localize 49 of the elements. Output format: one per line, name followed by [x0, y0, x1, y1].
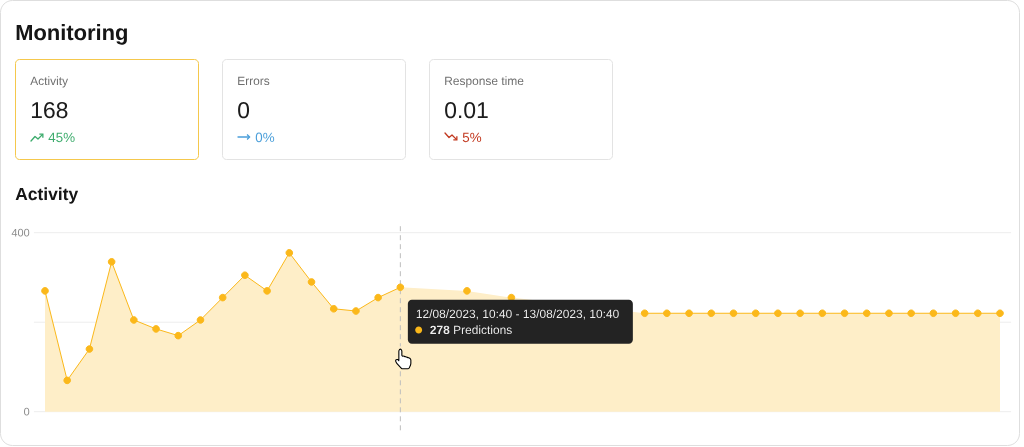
- point: [885, 309, 893, 318]
- text: 168: [31, 102, 68, 119]
- point: [907, 309, 915, 318]
- point: [352, 307, 360, 315]
- text: 0: [238, 102, 250, 119]
- point: [974, 309, 982, 318]
- point: [463, 287, 471, 295]
- point: [951, 309, 960, 318]
- annotation: 12/08/2023, 10:40 - 13/08/2023, 10:40: [416, 309, 619, 320]
- point: [840, 309, 849, 318]
- text: Response time: [445, 76, 524, 88]
- point: [107, 257, 116, 266]
- point: [640, 309, 649, 318]
- point: [751, 309, 760, 318]
- point: [396, 283, 405, 292]
- point: [774, 309, 782, 318]
- point: [241, 271, 249, 280]
- text: Errors: [238, 76, 270, 86]
- point: [663, 309, 671, 318]
- point: [862, 309, 871, 318]
- text: 0.01: [445, 102, 488, 119]
- point: [285, 249, 294, 257]
- point: [130, 316, 138, 324]
- point: [218, 293, 227, 302]
- point: [41, 287, 49, 295]
- chart-title: Activity: [15, 187, 79, 204]
- text: 45%: [48, 132, 75, 143]
- point: [307, 278, 316, 286]
- point: [729, 309, 738, 318]
- point: [63, 376, 72, 385]
- point: [374, 293, 382, 302]
- text: Monitoring: [16, 24, 127, 45]
- point: [174, 331, 183, 340]
- point: [329, 304, 338, 313]
- text: 5%: [462, 132, 482, 143]
- y-tick-label: 400: [11, 228, 30, 237]
- point: [996, 309, 1004, 318]
- annotation: 278 Predictions: [430, 325, 512, 335]
- point: [707, 309, 716, 318]
- point: [152, 325, 160, 333]
- point: [196, 316, 205, 324]
- text: Activity: [30, 76, 69, 88]
- point: [796, 309, 804, 318]
- text: 0%: [255, 132, 275, 143]
- point: [685, 309, 693, 318]
- point: [263, 287, 271, 295]
- point: [85, 345, 94, 353]
- point: [818, 309, 827, 318]
- point: [929, 309, 938, 318]
